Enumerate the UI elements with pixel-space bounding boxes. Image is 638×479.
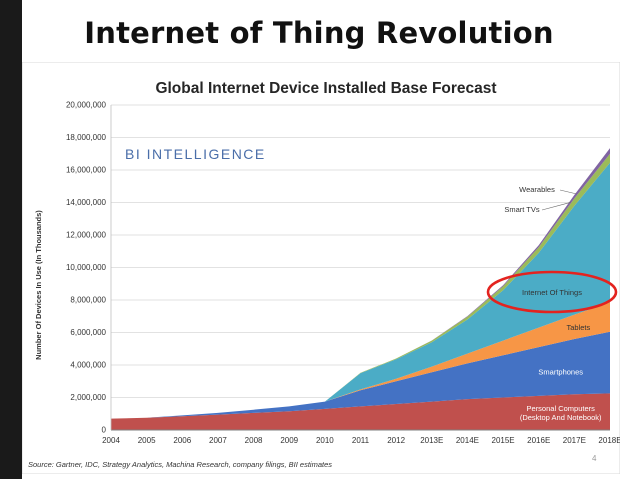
series-labels: Personal Computers (Desktop And Notebook)…	[504, 185, 602, 422]
stacked-areas	[111, 148, 610, 430]
x-tick-label: 2017E	[563, 436, 586, 445]
area-personal-computers	[111, 393, 610, 430]
y-tick-label: 6,000,000	[70, 328, 106, 337]
y-tick-label: 8,000,000	[70, 296, 106, 305]
x-tick-label: 2015E	[492, 436, 515, 445]
y-tick-label: 14,000,000	[66, 198, 107, 207]
x-tick-label: 2014E	[456, 436, 479, 445]
leader-line	[559, 189, 577, 195]
series-label: Smartphones	[538, 368, 583, 377]
x-tick-label: 2016E	[527, 436, 550, 445]
series-label: Internet Of Things	[522, 288, 582, 297]
area-smartphones	[111, 331, 610, 419]
y-tick-label: 2,000,000	[70, 393, 106, 402]
y-tick-label: 18,000,000	[66, 133, 107, 142]
chart: Global Internet Device Installed Base Fo…	[22, 62, 620, 474]
slide-left-bar	[0, 0, 22, 479]
series-label: Personal Computers (Desktop And Notebook)	[520, 404, 602, 422]
x-tick-label: 2010	[316, 436, 334, 445]
iot-highlight-ellipse	[486, 270, 618, 314]
y-tick-label: 20,000,000	[66, 101, 107, 110]
x-tick-label: 2009	[280, 436, 298, 445]
y-tick-label: 0	[102, 426, 107, 435]
y-tick-label: 10,000,000	[66, 263, 107, 272]
y-axis-label: Number Of Devices In Use (In Thousands)	[34, 210, 43, 360]
series-label: Tablets	[566, 323, 590, 332]
y-tick-label: 16,000,000	[66, 166, 107, 175]
x-tick-label: 2013E	[420, 436, 443, 445]
x-axis-ticks: 2004 2005 2006 2007 2008 2009 2010 2011 2012 2013…	[102, 105, 620, 445]
slide-title: Internet of Thing Revolution	[84, 16, 554, 50]
chart-title: Global Internet Device Installed Base Fo…	[155, 80, 496, 97]
x-tick-label: 2011	[352, 436, 370, 445]
source-note: Source: Gartner, IDC, Strategy Analytics…	[28, 460, 332, 469]
x-tick-label: 2005	[138, 436, 156, 445]
y-tick-label: 4,000,000	[70, 361, 106, 370]
x-tick-label: 2004	[102, 436, 120, 445]
y-tick-label: 12,000,000	[66, 231, 107, 240]
x-tick-label: 2018E	[598, 436, 620, 445]
x-tick-label: 2006	[173, 436, 191, 445]
y-axis-ticks: 0 2,000,000 4,000,000 6,000,000 8,000,000 10,…	[66, 101, 107, 435]
series-label: Wearables	[519, 185, 555, 194]
x-tick-label: 2008	[245, 436, 263, 445]
series-label: Smart TVs	[504, 205, 540, 214]
page-number: 4	[592, 454, 597, 463]
x-tick-label: 2007	[209, 436, 227, 445]
x-tick-label: 2012	[387, 436, 405, 445]
bi-intelligence-watermark: BI INTELLIGENCE	[125, 146, 266, 162]
leader-line	[541, 202, 571, 211]
area-internet-of-things	[111, 162, 610, 419]
